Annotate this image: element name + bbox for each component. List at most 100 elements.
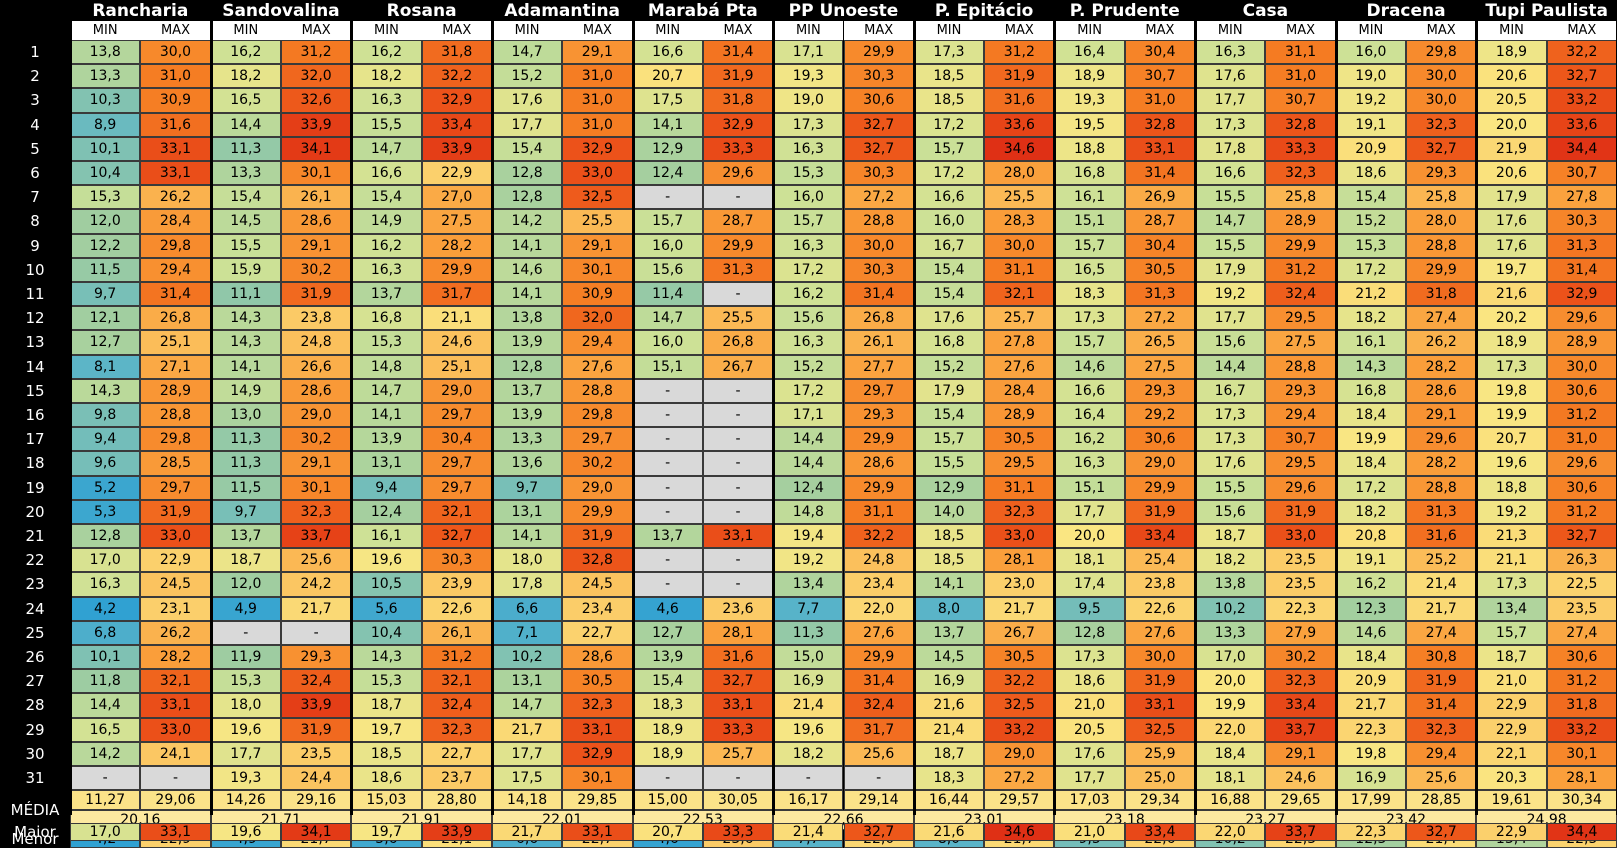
- temp-cell: 22,6: [421, 596, 492, 621]
- media-cell: 29,57: [984, 790, 1055, 811]
- temp-cell: 17,3: [1476, 354, 1547, 379]
- temp-cell: 17,6: [1195, 64, 1266, 89]
- temp-cell: 29,9: [843, 645, 914, 670]
- temp-cell: 18,3: [1054, 282, 1125, 307]
- temp-cell: 15,7: [773, 209, 844, 234]
- temp-cell: 20,0: [1195, 669, 1266, 694]
- temp-cell: 20,3: [1476, 766, 1547, 791]
- temp-cell: 12,3: [1335, 596, 1407, 621]
- temp-cell: 29,1: [280, 233, 352, 258]
- temp-cell: 30,4: [1124, 40, 1196, 65]
- temp-cell: 28,8: [1265, 354, 1336, 379]
- day-label: 23: [25, 575, 45, 594]
- temp-cell: 31,7: [421, 282, 492, 307]
- day-label: 28: [25, 696, 45, 715]
- temp-cell: 13,8: [70, 40, 141, 65]
- temp-cell: 30,1: [562, 766, 633, 791]
- temp-cell: 31,9: [280, 717, 352, 742]
- temp-cell: 30,7: [1265, 427, 1336, 452]
- temp-cell: 29,8: [1406, 40, 1477, 65]
- temp-cell: 15,2: [913, 354, 985, 379]
- temp-cell: 28,3: [984, 209, 1055, 234]
- temp-cell: 9,7: [70, 282, 141, 307]
- temp-cell: 32,9: [702, 112, 774, 137]
- temp-cell: 17,6: [1476, 209, 1547, 234]
- media-cell: 28,85: [1406, 790, 1477, 811]
- temp-cell: 28,6: [280, 209, 352, 234]
- maior-cell: 34,4: [1546, 822, 1617, 841]
- temp-cell: 32,7: [843, 136, 914, 161]
- temp-cell: 17,6: [1476, 233, 1547, 258]
- temp-cell: 32,5: [562, 185, 633, 210]
- temp-cell: 7,1: [491, 620, 563, 645]
- temp-cell: 18,7: [1195, 524, 1266, 549]
- day-label: 22: [25, 551, 45, 570]
- temp-cell: 18,2: [1335, 499, 1407, 524]
- temp-cell: 32,4: [843, 693, 914, 718]
- maior-cell: 17,0: [70, 822, 141, 841]
- temp-cell: 28,4: [140, 209, 211, 234]
- temp-cell: 26,6: [280, 354, 352, 379]
- temp-cell: 33,9: [280, 693, 352, 718]
- temp-cell: 7,7: [773, 596, 844, 621]
- temp-cell: 30,7: [1546, 161, 1617, 186]
- temp-cell: 19,3: [210, 766, 281, 791]
- temp-cell: 23,5: [280, 741, 352, 766]
- temp-cell: 17,0: [70, 548, 141, 573]
- temp-cell: 15,3: [70, 185, 141, 210]
- temp-cell: 17,4: [1054, 572, 1125, 597]
- day-label: 29: [25, 720, 45, 739]
- temp-cell: 29,4: [562, 330, 633, 355]
- temp-cell: 28,2: [140, 645, 211, 670]
- temp-cell: 10,5: [351, 572, 422, 597]
- temp-cell: 16,1: [1335, 330, 1407, 355]
- temp-cell: 14,0: [913, 499, 985, 524]
- media-cell: 29,65: [1265, 790, 1336, 811]
- temp-cell: 19,6: [773, 717, 844, 742]
- temp-cell: 18,9: [1054, 64, 1125, 89]
- temp-cell: 14,4: [773, 451, 844, 476]
- temp-cell: 29,9: [562, 499, 633, 524]
- temp-cell: 25,4: [1124, 548, 1196, 573]
- temp-cell: 30,3: [421, 548, 492, 573]
- temp-cell: 19,1: [1335, 112, 1407, 137]
- temp-cell: 26,1: [421, 620, 492, 645]
- temp-cell: 17,3: [1195, 112, 1266, 137]
- group-divider: [1475, 0, 1479, 815]
- temp-cell: 15,4: [210, 185, 281, 210]
- temp-cell: 33,1: [140, 161, 211, 186]
- temp-cell: 33,4: [421, 112, 492, 137]
- temp-cell: 11,3: [210, 136, 281, 161]
- temp-cell: 16,8: [351, 306, 422, 331]
- max-header: MAX: [1406, 21, 1477, 40]
- temp-cell: 17,2: [913, 161, 985, 186]
- city-header: Tupi Paulista: [1485, 0, 1609, 21]
- temp-cell: 16,3: [351, 257, 422, 282]
- temp-cell: 16,3: [351, 88, 422, 113]
- temp-cell: 33,1: [562, 717, 633, 742]
- temp-cell: 27,5: [421, 209, 492, 234]
- day-label: 12: [25, 309, 45, 328]
- temp-cell: 31,9: [562, 524, 633, 549]
- temp-cell: 16,8: [913, 330, 985, 355]
- temp-cell: 9,4: [70, 427, 141, 452]
- temp-cell: 14,1: [491, 282, 563, 307]
- temp-cell: 9,6: [70, 451, 141, 476]
- temp-cell: 15,2: [491, 64, 563, 89]
- media-cell: 14,26: [210, 790, 281, 811]
- group-divider: [1053, 0, 1057, 815]
- temp-cell: 33,1: [1124, 136, 1196, 161]
- temp-cell: 31,9: [1406, 669, 1477, 694]
- media-cell: 29,85: [562, 790, 633, 811]
- temp-cell: 15,6: [1195, 330, 1266, 355]
- temp-cell: 33,7: [280, 524, 352, 549]
- temp-cell: 31,1: [984, 475, 1055, 500]
- temp-cell: 18,2: [351, 64, 422, 89]
- group-divider: [1194, 0, 1198, 815]
- temp-cell: 15,5: [1195, 233, 1266, 258]
- temp-cell: 16,8: [1054, 161, 1125, 186]
- temp-cell: 12,2: [70, 233, 141, 258]
- temp-cell: 16,0: [773, 185, 844, 210]
- temp-cell: 13,7: [491, 378, 563, 403]
- temp-cell: 30,8: [1406, 645, 1477, 670]
